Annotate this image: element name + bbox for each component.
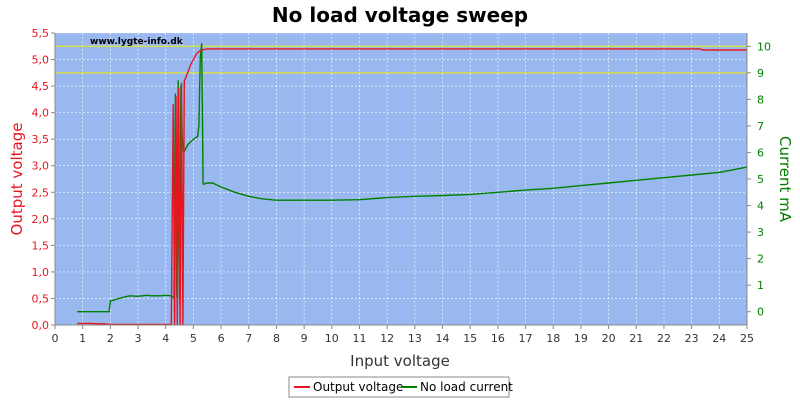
x-tick-label: 11 (352, 332, 366, 345)
x-tick-label: 1 (79, 332, 86, 345)
legend-label-output-voltage: Output voltage (313, 380, 403, 394)
left-tick-label: 2,5 (32, 186, 50, 199)
right-axis-label: Current mA (776, 136, 794, 223)
x-tick-label: 14 (436, 332, 450, 345)
right-tick-label: 4 (757, 200, 764, 213)
x-tick-label: 7 (245, 332, 252, 345)
right-tick-label: 1 (757, 279, 764, 292)
x-tick-label: 25 (740, 332, 754, 345)
left-axis-label: Output voltage (8, 123, 26, 236)
x-tick-label: 5 (190, 332, 197, 345)
left-tick-label: 3,0 (32, 160, 50, 173)
x-tick-labels: 0 1 2 3 4 5 6 7 8 9 10 11 12 13 14 15 16 17 18 19 20 21 22 23 24… (52, 325, 754, 345)
x-tick-label: 20 (602, 332, 616, 345)
x-tick-label: 13 (408, 332, 422, 345)
right-tick-labels: 0 1 2 3 4 5 6 7 8 9 10 (747, 40, 771, 319)
x-tick-label: 0 (52, 332, 59, 345)
right-tick-label: 7 (757, 120, 764, 133)
left-tick-label: 1,5 (32, 239, 50, 252)
left-tick-label: 4,5 (32, 80, 50, 93)
x-tick-label: 6 (218, 332, 225, 345)
x-tick-label: 10 (325, 332, 339, 345)
left-tick-labels: 0,0 0,5 1,0 1,5 2,0 2,5 3,0 3,5 4,0 4,5 5,0 5,5 (32, 27, 55, 332)
left-tick-label: 5,5 (32, 27, 50, 40)
chart-title: No load voltage sweep (272, 3, 528, 27)
x-tick-label: 4 (162, 332, 169, 345)
plot-area (55, 33, 747, 325)
series-line-no-load-current (77, 42, 748, 313)
left-tick-label: 2,0 (32, 213, 50, 226)
left-tick-label: 0,0 (32, 319, 50, 332)
x-axis-label: Input voltage (350, 352, 450, 370)
reference-lines (55, 45, 747, 74)
right-tick-label: 9 (757, 67, 764, 80)
x-tick-label: 23 (685, 332, 699, 345)
legend-label-no-load-current: No load current (420, 380, 513, 394)
left-tick-label: 3,5 (32, 133, 50, 146)
legend: Output voltage No load current (288, 376, 513, 398)
x-tick-label: 8 (273, 332, 280, 345)
x-tick-label: 19 (574, 332, 588, 345)
x-tick-label: 15 (463, 332, 477, 345)
left-tick-label: 1,0 (32, 266, 50, 279)
x-tick-label: 12 (380, 332, 394, 345)
x-tick-label: 21 (629, 332, 643, 345)
x-tick-label: 2 (107, 332, 114, 345)
watermark: www.lygte-info.dk (90, 37, 184, 47)
right-tick-label: 5 (757, 173, 764, 186)
right-tick-label: 8 (757, 93, 764, 106)
x-tick-label: 3 (135, 332, 142, 345)
right-tick-label: 10 (757, 40, 771, 53)
x-tick-label: 22 (657, 332, 671, 345)
x-tick-label: 16 (491, 332, 505, 345)
x-tick-label: 17 (519, 332, 533, 345)
x-tick-label: 18 (546, 332, 560, 345)
left-tick-label: 4,0 (32, 107, 50, 120)
right-tick-label: 2 (757, 253, 764, 266)
grid-lines (54, 32, 748, 326)
right-tick-label: 6 (757, 146, 764, 159)
legend-box (288, 376, 510, 398)
right-tick-label: 3 (757, 226, 764, 239)
left-tick-label: 0,5 (32, 292, 50, 305)
x-tick-label: 24 (712, 332, 726, 345)
right-tick-label: 0 (757, 306, 764, 319)
left-tick-label: 5,0 (32, 54, 50, 67)
x-tick-label: 9 (301, 332, 308, 345)
